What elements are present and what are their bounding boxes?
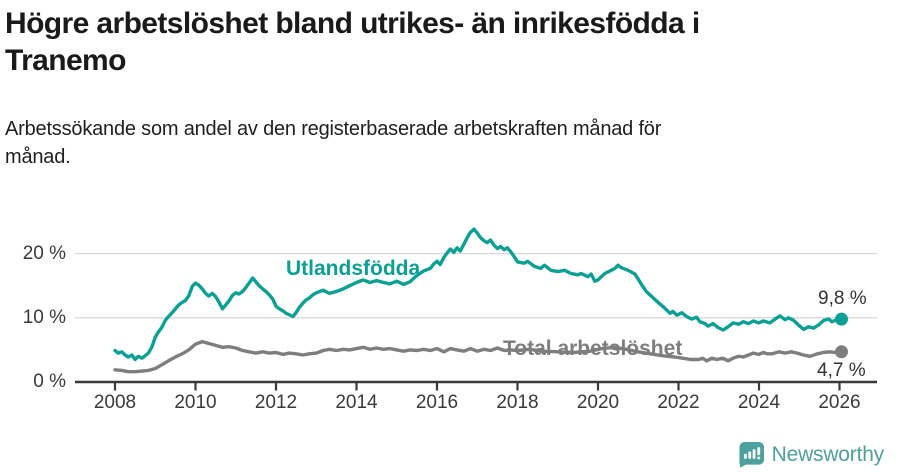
x-axis-tick-label: 2014	[335, 392, 378, 413]
x-axis-tick-label: 2016	[415, 392, 459, 413]
series-label-total-arbetsloshet: Total arbetslöshet	[503, 337, 683, 360]
newsworthy-logo: Newsworthy	[738, 441, 884, 468]
x-axis-tick-label: 2018	[496, 392, 539, 413]
y-axis-tick-label: 20 %	[22, 242, 66, 264]
x-axis-tick-label: 2008	[93, 392, 137, 413]
newsworthy-chart-bubble-icon	[739, 441, 764, 468]
y-axis-tick-label: 10 %	[22, 306, 66, 328]
y-axis-tick-label: 0 %	[33, 371, 66, 392]
x-axis-tick-label: 2024	[737, 392, 781, 413]
x-axis-tick-label: 2020	[576, 392, 620, 413]
newsworthy-logo-text: Newsworthy	[771, 442, 885, 466]
chart-title-line-1: Högre arbetslöshet bland utrikes- än inr…	[5, 7, 700, 40]
chart-subtitle: Arbetssökande som andel av den registerb…	[5, 115, 661, 171]
x-axis-tick-label: 2022	[657, 392, 700, 413]
chart-title: Högre arbetslöshet bland utrikes- än inr…	[5, 5, 700, 79]
x-axis-tick-label: 2026	[818, 392, 861, 413]
end-value-label-utlandsfodda: 9,8 %	[818, 288, 867, 309]
x-axis-tick-label: 2012	[254, 392, 298, 413]
chart-subtitle-line-1: Arbetssökande som andel av den registerb…	[5, 118, 662, 140]
series-label-utlandsfodda: Utlandsfödda	[286, 257, 421, 280]
chart-title-line-2: Tranemo	[5, 44, 126, 77]
end-value-label-total-arbetsloshet: 4,7 %	[817, 360, 866, 381]
chart-subtitle-line-2: månad.	[5, 146, 71, 168]
x-axis-tick-label: 2010	[174, 392, 217, 413]
